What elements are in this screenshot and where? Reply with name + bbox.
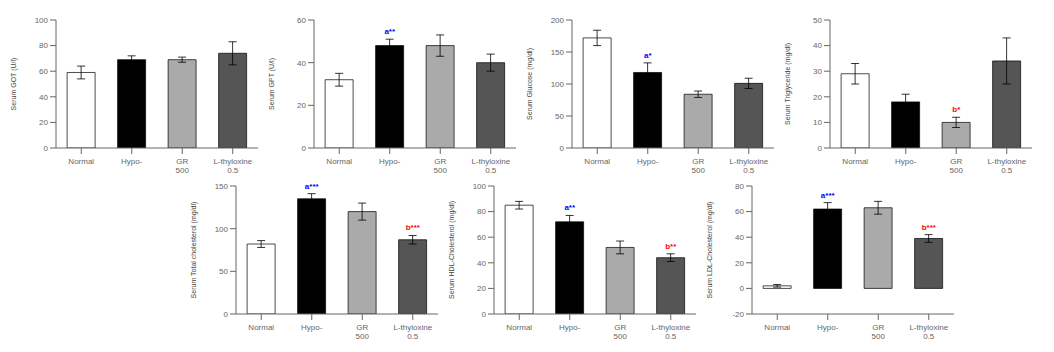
svg-text:20: 20 — [297, 101, 306, 110]
svg-text:a***: a*** — [821, 191, 836, 200]
svg-text:Normal: Normal — [248, 323, 274, 332]
svg-text:0: 0 — [224, 310, 229, 319]
svg-text:a***: a*** — [305, 182, 320, 191]
svg-text:Normal: Normal — [506, 323, 532, 332]
svg-text:a**: a** — [384, 27, 396, 36]
svg-text:b***: b*** — [406, 223, 421, 232]
svg-text:L-thyloxine0.5: L-thyloxine0.5 — [987, 157, 1026, 174]
svg-text:80: 80 — [477, 207, 486, 216]
svg-text:b*: b* — [952, 105, 961, 114]
svg-text:40: 40 — [297, 59, 306, 68]
svg-text:80: 80 — [39, 41, 48, 50]
svg-text:20: 20 — [813, 93, 822, 102]
svg-text:200: 200 — [551, 16, 565, 25]
svg-text:Hypo-: Hypo- — [817, 323, 839, 332]
svg-text:0: 0 — [560, 144, 565, 153]
svg-text:Serum Glucose (mg/dl): Serum Glucose (mg/dl) — [526, 48, 534, 120]
svg-text:Normal: Normal — [842, 157, 868, 166]
svg-text:Hypo-: Hypo- — [559, 323, 581, 332]
svg-text:-20: -20 — [732, 310, 744, 319]
svg-text:60: 60 — [39, 67, 48, 76]
svg-text:Hypo-: Hypo- — [895, 157, 917, 166]
svg-text:Normal: Normal — [764, 323, 790, 332]
svg-text:GR500: GR500 — [176, 157, 190, 174]
svg-text:50: 50 — [813, 16, 822, 25]
svg-text:40: 40 — [735, 233, 744, 242]
svg-text:100: 100 — [473, 182, 487, 191]
svg-text:GR500: GR500 — [614, 323, 628, 340]
svg-text:0: 0 — [482, 310, 487, 319]
svg-text:100: 100 — [35, 16, 49, 25]
svg-text:L-thyloxine0.5: L-thyloxine0.5 — [393, 323, 432, 340]
svg-text:Serum HDL-Cholesterol (mg/dl): Serum HDL-Cholesterol (mg/dl) — [448, 201, 456, 299]
svg-text:L-thyloxine0.5: L-thyloxine0.5 — [729, 157, 768, 174]
svg-text:a*: a* — [644, 51, 652, 60]
svg-text:b**: b** — [665, 242, 677, 251]
svg-text:40: 40 — [39, 93, 48, 102]
svg-text:0: 0 — [818, 144, 823, 153]
svg-text:Serum GPT (U/l): Serum GPT (U/l) — [268, 58, 276, 110]
svg-text:Hypo-: Hypo- — [637, 157, 659, 166]
svg-text:30: 30 — [813, 67, 822, 76]
svg-text:100: 100 — [215, 225, 229, 234]
svg-text:60: 60 — [477, 233, 486, 242]
svg-text:Normal: Normal — [584, 157, 610, 166]
svg-text:GR500: GR500 — [692, 157, 706, 174]
svg-text:0: 0 — [302, 144, 307, 153]
svg-text:0: 0 — [44, 144, 49, 153]
svg-text:L-thyloxine0.5: L-thyloxine0.5 — [651, 323, 690, 340]
svg-text:50: 50 — [555, 112, 564, 121]
svg-text:Hypo-: Hypo- — [379, 157, 401, 166]
svg-text:Normal: Normal — [68, 157, 94, 166]
svg-text:80: 80 — [735, 182, 744, 191]
svg-text:Serum LDL-Cholesterol (mg/dl): Serum LDL-Cholesterol (mg/dl) — [706, 202, 714, 299]
svg-text:40: 40 — [813, 41, 822, 50]
svg-text:GR500: GR500 — [872, 323, 886, 340]
svg-text:20: 20 — [39, 118, 48, 127]
svg-text:L-thyloxine0.5: L-thyloxine0.5 — [471, 157, 510, 174]
svg-text:60: 60 — [735, 207, 744, 216]
svg-text:20: 20 — [477, 284, 486, 293]
svg-text:Serum Triglyceride (mg/dl): Serum Triglyceride (mg/dl) — [784, 43, 792, 125]
svg-text:L-thyloxine0.5: L-thyloxine0.5 — [213, 157, 252, 174]
svg-text:60: 60 — [297, 16, 306, 25]
svg-text:50: 50 — [219, 267, 228, 276]
svg-text:150: 150 — [215, 182, 229, 191]
svg-text:100: 100 — [551, 80, 565, 89]
svg-text:0: 0 — [740, 284, 745, 293]
svg-text:b***: b*** — [922, 223, 937, 232]
svg-text:Normal: Normal — [326, 157, 352, 166]
svg-text:a**: a** — [564, 203, 576, 212]
svg-text:Hypo-: Hypo- — [301, 323, 323, 332]
svg-text:Serum Total cholesterol (mg/dl: Serum Total cholesterol (mg/dl) — [190, 202, 198, 299]
svg-text:Hypo-: Hypo- — [121, 157, 143, 166]
svg-text:150: 150 — [551, 48, 565, 57]
svg-text:40: 40 — [477, 259, 486, 268]
svg-text:L-thyloxine0.5: L-thyloxine0.5 — [909, 323, 948, 340]
svg-text:10: 10 — [813, 118, 822, 127]
svg-text:GR500: GR500 — [950, 157, 964, 174]
svg-text:20: 20 — [735, 259, 744, 268]
svg-text:Serum GOT (U/l): Serum GOT (U/l) — [10, 58, 18, 111]
svg-text:GR500: GR500 — [434, 157, 448, 174]
svg-text:GR500: GR500 — [356, 323, 370, 340]
